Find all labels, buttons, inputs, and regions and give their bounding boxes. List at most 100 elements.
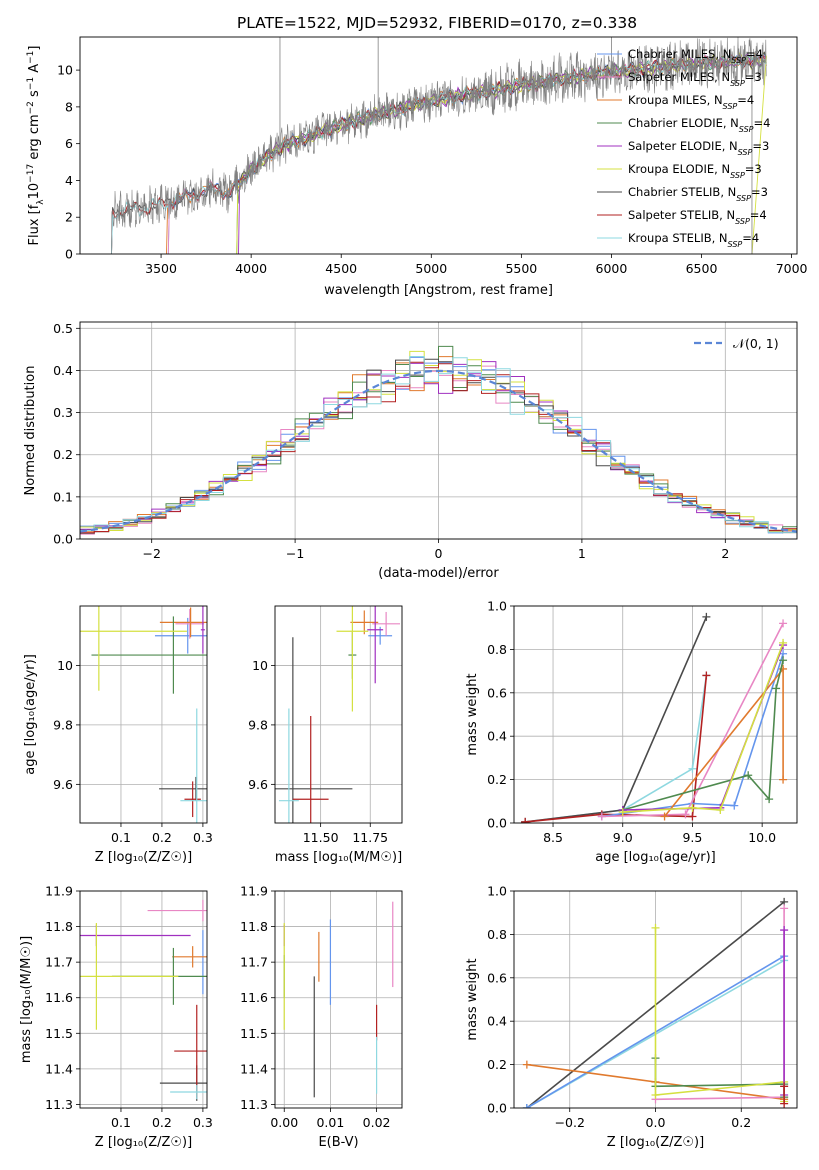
legend-n: =4 (737, 93, 754, 107)
y-axis-label-part: λ (36, 199, 46, 205)
x-axis-label: Z [log₁₀(Z/Z☉)] (95, 1135, 192, 1150)
y-tick-label: 0.8 (487, 927, 507, 942)
y-tick-label: 11.8 (240, 919, 268, 934)
x-tick-label: 0.1 (111, 830, 131, 845)
weight-line-salpeter-stelib (525, 675, 708, 823)
weight-marker (780, 1099, 789, 1108)
y-axis-label-part: ] (27, 46, 42, 51)
legend-entry: Salpeter MILES, NSSP=3 (628, 70, 762, 88)
legend-n: =3 (752, 139, 769, 153)
y-tick-label: 0.5 (53, 321, 73, 336)
weight-marker (716, 805, 725, 814)
y-axis-label: mass [log₁₀(M/M☉)] (19, 936, 34, 1063)
weight-marker (688, 812, 697, 821)
x-tick-label: 11.50 (303, 830, 339, 845)
y-tick-label: 11.6 (45, 990, 73, 1005)
legend-sub: SSP (730, 79, 745, 88)
mass_vs_Z-axes: 0.1 0.2 0.3 11.3 11.4 11.5 11.6 11.7 11.8 11.9 Z [… (19, 884, 213, 1151)
weight_vs_age-frame (513, 605, 798, 824)
weight_vs_Z-axes: −0.2 0.0 0.2 0.0 0.2 0.4 0.6 0.8 1.0 Z [log₁₀(Z/Z… (465, 884, 797, 1150)
mass_vs_ebv-axes: 0.00 0.01 0.02 11.3 11.4 11.5 11.6 11.7 11.8 11.9… (240, 884, 402, 1150)
legend-sub: SSP (728, 240, 743, 249)
weight-marker (651, 1090, 660, 1099)
y-tick-label: 0.0 (487, 816, 507, 831)
x-tick-label: 0.2 (152, 1115, 172, 1130)
spectrum-axes: 3500 4000 4500 5000 5500 6000 6500 7000 0 2 4 6 8 10 w… (26, 46, 808, 299)
legend-entry: Chabrier MILES, NSSP=4 (628, 47, 763, 65)
weight-marker (780, 904, 789, 913)
weight-marker (730, 801, 739, 810)
y-axis-label-part: −2 (26, 101, 36, 114)
age_vs_Z-axes: 0.1 0.2 0.3 9.6 9.8 10 Z [log₁₀(Z/Z☉)] age [log… (23, 606, 213, 865)
mass_vs_Z-frame (79, 890, 208, 1109)
legend-name: Kroupa MILES, N (628, 93, 723, 107)
weight-line-kroupa-stelib (525, 675, 708, 823)
x-tick-label: 1 (578, 546, 586, 561)
y-tick-label: 0.3 (53, 405, 73, 420)
y-tick-label: 11.9 (240, 884, 268, 899)
y-tick-label: 11.4 (240, 1061, 268, 1076)
y-tick-label: 0.6 (487, 685, 507, 700)
x-tick-label: 0.00 (270, 1115, 298, 1130)
x-tick-label: 5000 (415, 261, 447, 276)
y-tick-label: 0.6 (487, 970, 507, 985)
spectrum-frame (79, 36, 798, 255)
x-tick-label: 4500 (325, 261, 357, 276)
y-tick-label: 11.7 (45, 955, 73, 970)
x-tick-label: −2 (142, 546, 160, 561)
y-axis-label: Flux [fλ10−17 erg cm−2 s−1 A−1] (26, 46, 46, 246)
y-tick-label: 11.5 (240, 1026, 268, 1041)
hist-kroupa-stelib (80, 356, 797, 533)
mass_vs_ebv-plot (283, 901, 394, 1098)
y-tick-label: 9.6 (53, 777, 73, 792)
weight-marker (597, 812, 606, 821)
weight-marker (744, 771, 753, 780)
y-tick-label: 11.7 (240, 955, 268, 970)
x-axis-label: Z [log₁₀(Z/Z☉)] (607, 1135, 704, 1150)
y-tick-label: 11.9 (45, 884, 73, 899)
x-axis-label: mass [log₁₀(M/M☉)] (275, 850, 402, 865)
y-tick-label: 2 (65, 210, 73, 225)
y-tick-label: 0.2 (53, 447, 73, 462)
y-axis-label: mass weight (465, 958, 480, 1040)
y-axis-label-part: 10 (27, 183, 42, 200)
x-tick-label: 7000 (776, 261, 808, 276)
legend-sub: SSP (738, 148, 753, 157)
legend-sub: SSP (739, 125, 754, 134)
age_vs_mass-axes: 11.50 11.75 9.6 9.8 10 mass [log₁₀(M/M☉)] (248, 606, 402, 865)
legend-n: =4 (754, 116, 771, 130)
weight-marker (779, 775, 788, 784)
weight-line-chabrier-elodie (622, 660, 784, 811)
y-tick-label: 11.4 (45, 1061, 73, 1076)
weight-marker (765, 795, 774, 804)
legend-name: Chabrier STELIB, N (628, 185, 736, 199)
x-tick-label: 0.0 (646, 1115, 666, 1130)
x-axis-label: Z [log₁₀(Z/Z☉)] (95, 850, 192, 865)
y-tick-label: 9.6 (248, 777, 268, 792)
y-tick-label: 6 (65, 136, 73, 151)
y-tick-label: 0.4 (53, 363, 73, 378)
legend-entry: Kroupa STELIB, NSSP=4 (628, 231, 759, 249)
legend-entry: 𝒩(0, 1) (733, 336, 779, 351)
legend-name: Kroupa ELODIE, N (628, 162, 730, 176)
mass_vs_Z-plot (80, 899, 207, 1101)
legend-name: Salpeter STELIB, N (628, 208, 735, 222)
model-line-salpeter-miles (167, 53, 767, 254)
weight-marker (688, 764, 697, 773)
y-tick-label: 9.8 (248, 717, 268, 732)
x-tick-label: 0.1 (111, 1115, 131, 1130)
weight-marker (522, 1104, 531, 1108)
legend-name: Salpeter MILES, N (628, 70, 730, 84)
y-tick-label: 0.1 (53, 489, 73, 504)
legend-n: =3 (751, 185, 768, 199)
weight-marker (702, 671, 711, 680)
legend-sub: SSP (735, 217, 750, 226)
residuals-legend: 𝒩(0, 1) (694, 336, 779, 351)
y-axis-label-part: −1 (26, 77, 36, 90)
x-tick-label: 9.0 (613, 830, 633, 845)
x-tick-label: 11.75 (352, 830, 388, 845)
y-tick-label: 10 (57, 658, 73, 673)
weight-marker (651, 923, 660, 932)
